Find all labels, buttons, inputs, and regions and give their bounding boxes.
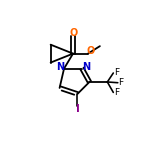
Text: O: O (86, 46, 94, 56)
Text: O: O (69, 28, 77, 38)
Text: N: N (56, 62, 64, 72)
Text: I: I (76, 104, 79, 114)
Text: N: N (82, 62, 90, 72)
Text: F: F (119, 78, 124, 87)
Text: F: F (114, 68, 119, 77)
Text: F: F (114, 88, 119, 97)
